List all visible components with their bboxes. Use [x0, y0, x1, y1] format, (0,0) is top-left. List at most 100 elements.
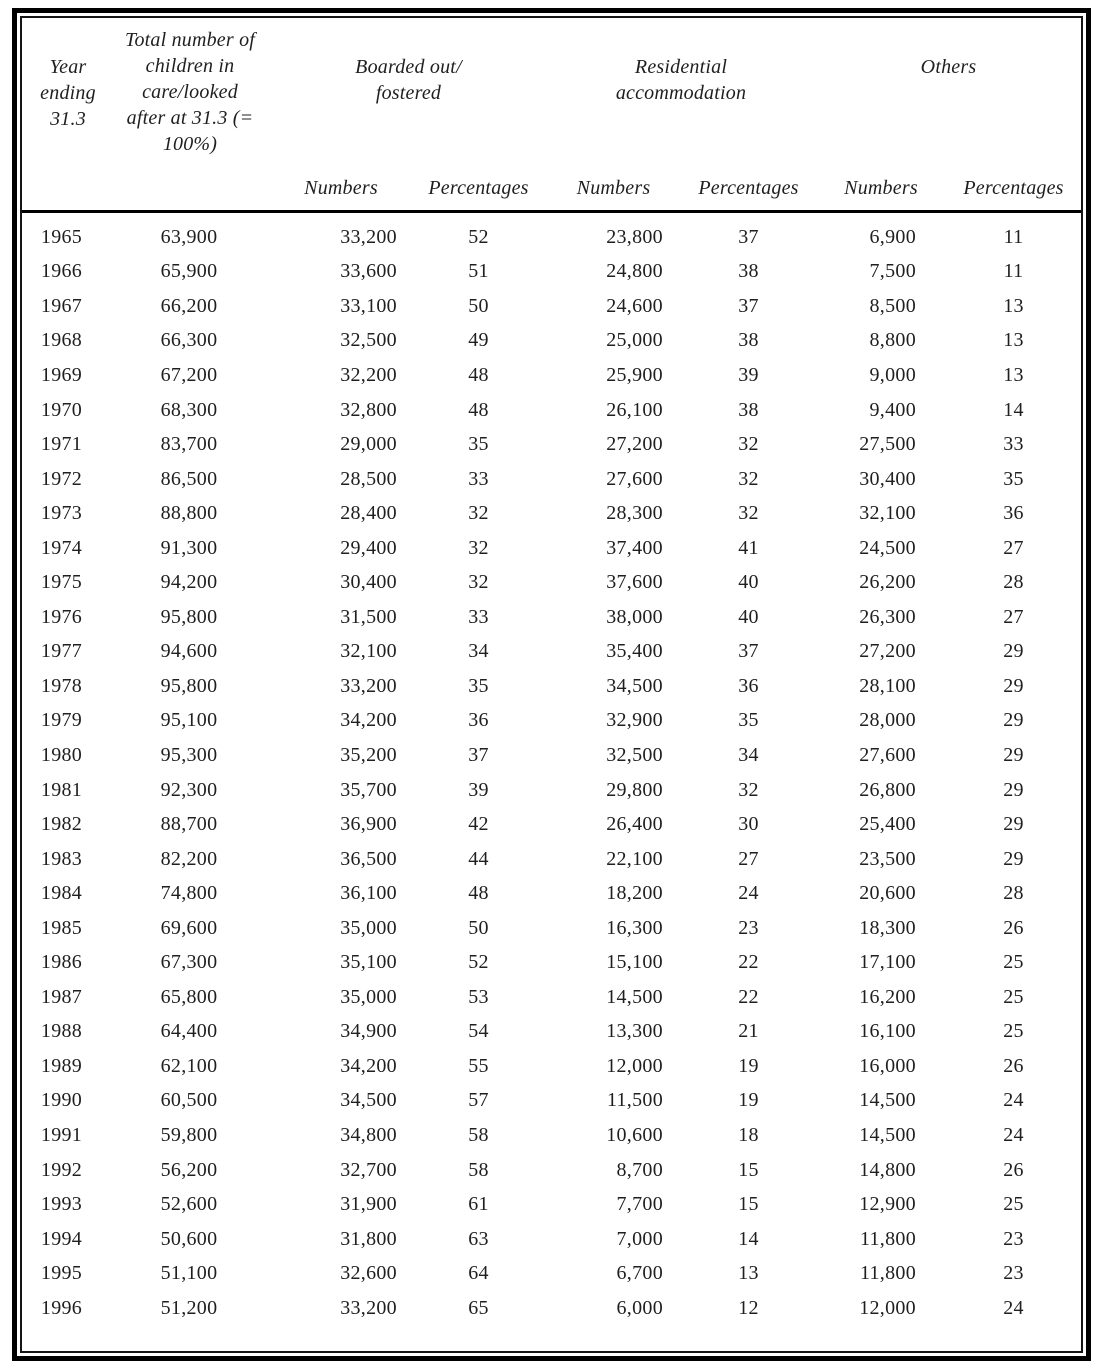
subheader-others-numbers: Numbers	[844, 177, 918, 199]
table-row: 1968 66,300 32,500 49 25,000 38 8,800 13	[22, 324, 1081, 359]
table-row: 1978 95,800 33,200 35 34,500 36 28,100 29	[22, 669, 1081, 704]
others_percentages-cell: 11	[1003, 260, 1024, 283]
boarded_numbers-cell: 36,100	[340, 882, 397, 905]
table-row: 1986 67,300 35,100 52 15,100 22 17,100 25	[22, 945, 1081, 980]
boarded_numbers-cell: 34,900	[340, 1020, 397, 1043]
table-row: 1969 67,200 32,200 48 25,900 39 9,000 13	[22, 358, 1081, 393]
table-row: 1989 62,100 34,200 55 12,000 19 16,000 26	[22, 1049, 1081, 1084]
others_numbers-cell: 14,800	[859, 1158, 916, 1181]
residential_numbers-cell: 8,700	[616, 1158, 663, 1181]
total_in_care-cell: 68,300	[160, 398, 218, 421]
residential_numbers-cell: 10,600	[606, 1123, 663, 1146]
table-row: 1981 92,300 35,700 39 29,800 32 26,800 29	[22, 773, 1081, 808]
residential_numbers-cell: 38,000	[606, 605, 663, 628]
boarded_numbers-cell: 32,200	[340, 363, 397, 386]
year-cell: 1993	[40, 1193, 83, 1216]
table-row: 1967 66,200 33,100 50 24,600 37 8,500 13	[22, 289, 1081, 324]
others_percentages-cell: 14	[1003, 398, 1024, 421]
year-cell: 1985	[40, 916, 83, 939]
others_percentages-cell: 24	[1003, 1296, 1024, 1319]
residential_percentages-cell: 24	[738, 882, 759, 905]
table-row: 1992 56,200 32,700 58 8,700 15 14,800 26	[22, 1153, 1081, 1188]
total_in_care-cell: 95,800	[160, 674, 218, 697]
boarded_numbers-cell: 36,900	[340, 813, 397, 836]
boarded_numbers-cell: 28,400	[340, 502, 397, 525]
residential_percentages-cell: 38	[738, 260, 759, 283]
others_numbers-cell: 9,000	[869, 363, 916, 386]
others_numbers-cell: 17,100	[859, 951, 916, 974]
boarded_percentages-cell: 63	[468, 1227, 489, 1250]
boarded_numbers-cell: 32,500	[340, 329, 397, 352]
boarded_percentages-cell: 42	[468, 813, 489, 836]
header-residential-accommodation: Residential accommodation	[615, 56, 747, 104]
year-cell: 1973	[40, 502, 83, 525]
total_in_care-cell: 83,700	[160, 433, 218, 456]
boarded_numbers-cell: 35,700	[340, 778, 397, 801]
boarded_percentages-cell: 61	[468, 1193, 489, 1216]
boarded_numbers-cell: 35,100	[340, 951, 397, 974]
residential_numbers-cell: 34,500	[606, 674, 663, 697]
year-cell: 1970	[40, 398, 83, 421]
total_in_care-cell: 60,500	[160, 1089, 218, 1112]
boarded_numbers-cell: 33,200	[340, 225, 397, 248]
residential_percentages-cell: 40	[738, 605, 759, 628]
table-row: 1972 86,500 28,500 33 27,600 32 30,400 35	[22, 462, 1081, 497]
table-row: 1983 82,200 36,500 44 22,100 27 23,500 29	[22, 842, 1081, 877]
residential_percentages-cell: 21	[738, 1020, 759, 1043]
residential_numbers-cell: 32,500	[606, 743, 663, 766]
residential_numbers-cell: 29,800	[606, 778, 663, 801]
total_in_care-cell: 67,300	[160, 951, 218, 974]
total_in_care-cell: 62,100	[160, 1054, 218, 1077]
others_percentages-cell: 28	[1003, 571, 1024, 594]
year-cell: 1979	[40, 709, 83, 732]
others_numbers-cell: 23,500	[859, 847, 916, 870]
boarded_percentages-cell: 32	[468, 571, 489, 594]
residential_numbers-cell: 37,400	[606, 536, 663, 559]
others_percentages-cell: 29	[1003, 674, 1024, 697]
year-cell: 1969	[40, 363, 83, 386]
residential_percentages-cell: 40	[738, 571, 759, 594]
year-cell: 1996	[40, 1296, 83, 1319]
table-row: 1996 51,200 33,200 65 6,000 12 12,000 24	[22, 1291, 1081, 1326]
children-in-care-table: Year ending 31.3 Total number of childre…	[20, 16, 1083, 1353]
total_in_care-cell: 94,200	[160, 571, 218, 594]
residential_numbers-cell: 15,100	[606, 951, 663, 974]
others_percentages-cell: 11	[1003, 225, 1024, 248]
others_numbers-cell: 11,800	[859, 1227, 916, 1250]
others_numbers-cell: 11,800	[859, 1262, 916, 1285]
total_in_care-cell: 51,200	[160, 1296, 218, 1319]
residential_numbers-cell: 26,400	[606, 813, 663, 836]
boarded_percentages-cell: 49	[468, 329, 489, 352]
table-row: 1974 91,300 29,400 32 37,400 41 24,500 27	[22, 531, 1081, 566]
total_in_care-cell: 67,200	[160, 363, 218, 386]
boarded_numbers-cell: 33,200	[340, 674, 397, 697]
boarded_percentages-cell: 48	[468, 363, 489, 386]
others_percentages-cell: 28	[1003, 882, 1024, 905]
residential_numbers-cell: 18,200	[606, 882, 663, 905]
boarded_percentages-cell: 36	[468, 709, 489, 732]
boarded_percentages-cell: 33	[468, 605, 489, 628]
others_numbers-cell: 9,400	[869, 398, 916, 421]
table-row: 1980 95,300 35,200 37 32,500 34 27,600 29	[22, 738, 1081, 773]
boarded_percentages-cell: 57	[468, 1089, 489, 1112]
boarded_numbers-cell: 32,700	[340, 1158, 397, 1181]
boarded_percentages-cell: 32	[468, 502, 489, 525]
boarded_numbers-cell: 36,500	[340, 847, 397, 870]
table-row: 1990 60,500 34,500 57 11,500 19 14,500 24	[22, 1084, 1081, 1119]
year-cell: 1984	[40, 882, 83, 905]
total_in_care-cell: 95,300	[160, 743, 218, 766]
others_percentages-cell: 29	[1003, 743, 1024, 766]
others_numbers-cell: 14,500	[859, 1089, 916, 1112]
boarded_percentages-cell: 52	[468, 225, 489, 248]
boarded_numbers-cell: 34,200	[340, 1054, 397, 1077]
total_in_care-cell: 66,200	[160, 294, 218, 317]
residential_percentages-cell: 32	[738, 433, 759, 456]
table-header: Year ending 31.3 Total number of childre…	[22, 18, 1081, 213]
residential_percentages-cell: 37	[738, 640, 759, 663]
others_percentages-cell: 25	[1003, 1020, 1024, 1043]
others_numbers-cell: 12,900	[859, 1193, 916, 1216]
boarded_numbers-cell: 35,000	[340, 985, 397, 1008]
residential_numbers-cell: 6,700	[616, 1262, 663, 1285]
boarded_percentages-cell: 48	[468, 882, 489, 905]
residential_percentages-cell: 38	[738, 398, 759, 421]
